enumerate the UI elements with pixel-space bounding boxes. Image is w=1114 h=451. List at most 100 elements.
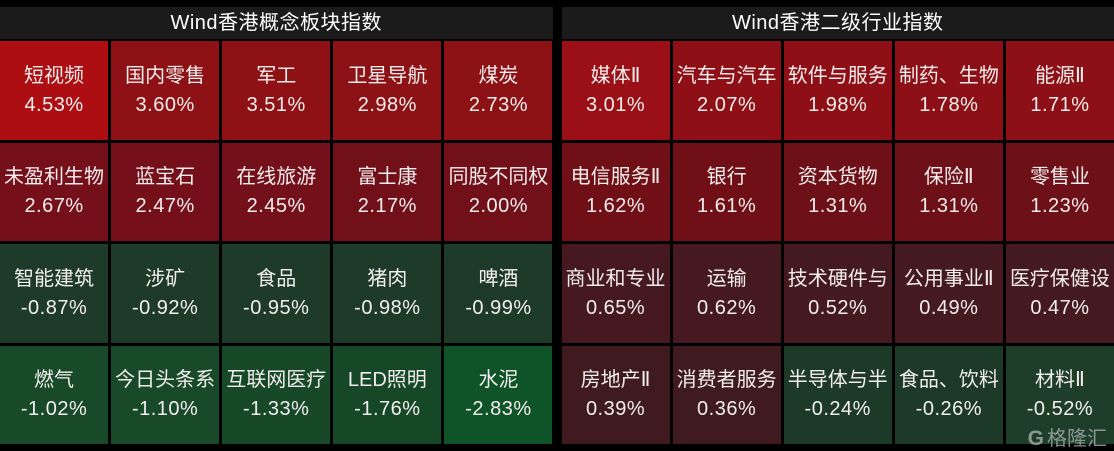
heatmap-tile[interactable]: 商业和专业 0.65% <box>561 244 670 343</box>
tile-change: 2.07% <box>697 93 757 116</box>
tile-name: 房地产Ⅱ <box>580 369 651 392</box>
tile-name: 智能建筑 <box>14 267 95 290</box>
heatmap-tile[interactable]: 材料Ⅱ -0.52% <box>1005 345 1114 444</box>
heatmap-tile[interactable]: 富士康 2.17% <box>333 142 442 241</box>
heatmap-tile[interactable]: 房地产Ⅱ 0.39% <box>561 345 670 444</box>
tile-change: 2.47% <box>135 195 195 218</box>
tile-change: -0.92% <box>131 296 199 319</box>
tile-name: 半导体与半 <box>787 369 888 392</box>
industry-panel-title: Wind香港二级行业指数 <box>561 7 1114 39</box>
tile-name: 食品 <box>256 267 297 290</box>
heatmap-tile[interactable]: 未盈利生物 2.67% <box>0 142 109 241</box>
heatmap-tile[interactable]: 同股不同权 2.00% <box>444 142 553 241</box>
heatmap-tile[interactable]: 卫星导航 2.98% <box>333 41 442 140</box>
tile-name: 短视频 <box>24 64 85 87</box>
tile-name: 能源Ⅱ <box>1035 64 1085 87</box>
heatmap-tile[interactable]: 食品、饮料 -0.26% <box>894 345 1003 444</box>
tile-change: -0.52% <box>1026 398 1094 421</box>
tile-change: -0.87% <box>20 296 88 319</box>
tile-name: 煤炭 <box>478 64 519 87</box>
tile-change: 2.45% <box>246 195 306 218</box>
tile-change: -1.10% <box>131 398 199 421</box>
tile-name: 资本货物 <box>797 166 878 189</box>
heatmap-tile[interactable]: 蓝宝石 2.47% <box>111 142 220 241</box>
tile-change: 2.98% <box>357 93 417 116</box>
tile-change: 0.39% <box>585 398 646 421</box>
tile-name: 电信服务Ⅱ <box>570 166 661 189</box>
tile-change: -0.98% <box>354 296 421 319</box>
tile-change: 1.31% <box>919 195 979 218</box>
gelonghui-logo-icon: G <box>1027 427 1044 450</box>
heatmap-tile[interactable]: 食品 -0.95% <box>222 244 331 343</box>
tile-name: 商业和专业 <box>565 267 666 290</box>
tile-name: 在线旅游 <box>236 166 317 189</box>
tile-change: -0.99% <box>465 296 532 319</box>
tile-name: 富士康 <box>357 166 418 189</box>
heatmap-tile[interactable]: 汽车与汽车 2.07% <box>672 41 781 140</box>
heatmap-tile[interactable]: 半导体与半 -0.24% <box>783 345 892 444</box>
tile-change: 1.78% <box>919 93 979 116</box>
watermark-brand-text: 格隆汇 <box>1047 427 1107 450</box>
tile-name: 银行 <box>706 166 747 189</box>
heatmap-tile[interactable]: 保险Ⅱ 1.31% <box>894 142 1003 241</box>
tile-change: 2.67% <box>24 195 84 218</box>
heatmap-tile[interactable]: 能源Ⅱ 1.71% <box>1005 41 1114 140</box>
heatmap-tile[interactable]: 燃气 -1.02% <box>0 345 109 444</box>
tile-name: 保险Ⅱ <box>923 166 974 189</box>
tile-name: 未盈利生物 <box>4 166 105 189</box>
tile-name: 猪肉 <box>367 267 408 290</box>
tile-change: 1.98% <box>808 93 868 116</box>
heatmap-tile[interactable]: 运输 0.62% <box>672 244 781 343</box>
heatmap-tile[interactable]: 消费者服务 0.36% <box>672 345 781 444</box>
tile-name: 食品、饮料 <box>898 369 999 392</box>
tile-change: 1.71% <box>1030 93 1090 116</box>
tile-change: 0.36% <box>697 398 757 421</box>
tile-name: 今日头条系 <box>115 369 216 392</box>
heatmap-tile[interactable]: 电信服务Ⅱ 1.62% <box>561 142 670 241</box>
heatmap-tile[interactable]: 煤炭 2.73% <box>444 41 553 140</box>
heatmap-tile[interactable]: 公用事业Ⅱ 0.49% <box>894 244 1003 343</box>
industry-index-panel: Wind香港二级行业指数 媒体Ⅱ 3.01% 汽车与汽车 2.07% 软件与服务… <box>561 7 1114 444</box>
heatmap-tile[interactable]: 零售业 1.23% <box>1005 142 1114 241</box>
heatmap-tile[interactable]: 软件与服务 1.98% <box>783 41 892 140</box>
heatmap-tile[interactable]: 在线旅游 2.45% <box>222 142 331 241</box>
heatmap-tile[interactable]: 银行 1.61% <box>672 142 781 241</box>
heatmap-tile[interactable]: 短视频 4.53% <box>0 41 109 140</box>
heatmap-tile[interactable]: 医疗保健设 0.47% <box>1005 244 1114 343</box>
tile-change: -0.24% <box>804 398 871 421</box>
heatmap-tile[interactable]: 智能建筑 -0.87% <box>0 244 109 343</box>
tile-name: 制药、生物 <box>898 64 999 87</box>
tile-change: 1.23% <box>1030 195 1090 218</box>
heatmap-tile[interactable]: 互联网医疗 -1.33% <box>222 345 331 444</box>
heatmap-tile[interactable]: 啤酒 -0.99% <box>444 244 553 343</box>
tile-change: -1.02% <box>20 398 88 421</box>
tile-name: 材料Ⅱ <box>1035 369 1085 392</box>
concept-panel-grid: 短视频 4.53% 国内零售 3.60% 军工 3.51% 卫星导航 2.98%… <box>0 41 553 444</box>
tile-name: 消费者服务 <box>676 369 777 392</box>
tile-name: 国内零售 <box>125 64 206 87</box>
concept-index-panel: Wind香港概念板块指数 短视频 4.53% 国内零售 3.60% 军工 3.5… <box>0 7 553 444</box>
tile-name: 卫星导航 <box>347 64 428 87</box>
tile-name: 技术硬件与 <box>787 267 888 290</box>
tile-change: 2.73% <box>468 93 529 116</box>
tile-change: -2.83% <box>465 398 532 421</box>
heatmap-tile[interactable]: 涉矿 -0.92% <box>111 244 220 343</box>
tile-name: 软件与服务 <box>787 64 888 87</box>
heatmap-tile[interactable]: 军工 3.51% <box>222 41 331 140</box>
heatmap-tile[interactable]: LED照明 -1.76% <box>333 345 442 444</box>
tile-name: 啤酒 <box>478 267 519 290</box>
tile-change: 1.61% <box>697 195 757 218</box>
tile-change: 0.65% <box>585 296 646 319</box>
tile-name: 军工 <box>256 64 297 87</box>
heatmap-tile[interactable]: 国内零售 3.60% <box>111 41 220 140</box>
heatmap-tile[interactable]: 资本货物 1.31% <box>783 142 892 241</box>
tile-name: 涉矿 <box>145 267 186 290</box>
heatmap-tile[interactable]: 水泥 -2.83% <box>444 345 553 444</box>
heatmap-tile[interactable]: 今日头条系 -1.10% <box>111 345 220 444</box>
heatmap-tile[interactable]: 猪肉 -0.98% <box>333 244 442 343</box>
tile-name: 零售业 <box>1029 166 1090 189</box>
heatmap-tile[interactable]: 技术硬件与 0.52% <box>783 244 892 343</box>
heatmap-tile[interactable]: 制药、生物 1.78% <box>894 41 1003 140</box>
heatmap-tile[interactable]: 媒体Ⅱ 3.01% <box>561 41 670 140</box>
